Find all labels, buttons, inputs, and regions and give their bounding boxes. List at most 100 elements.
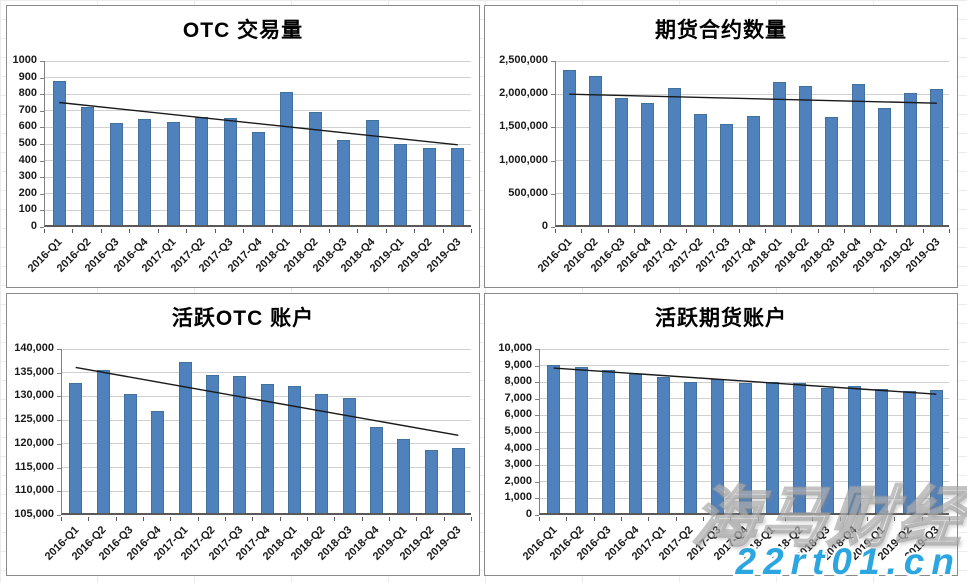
bar (847, 386, 861, 513)
y-axis-label: 600 (18, 120, 37, 133)
x-axis-tick (921, 517, 923, 521)
x-axis-tick (157, 229, 159, 233)
x-axis-tick (357, 229, 359, 233)
x-axis-tick (539, 517, 540, 521)
x-axis-tick (143, 517, 144, 521)
x-axis-tick (300, 229, 302, 233)
y-axis-tick (535, 498, 539, 500)
bar (96, 369, 110, 513)
bar (422, 147, 436, 225)
x-axis-tick (896, 229, 898, 233)
y-gridline (45, 60, 471, 62)
y-gridline (45, 77, 471, 79)
y-axis-label: 4,000 (504, 441, 532, 454)
bar (574, 366, 588, 513)
y-axis-label: 135,000 (14, 365, 54, 378)
y-axis-tick (535, 365, 539, 367)
y-axis-label: 1,500,000 (499, 120, 548, 133)
x-axis-tick (389, 517, 390, 521)
y-axis-label: 9,000 (504, 358, 532, 371)
y-axis-tick (40, 210, 44, 212)
bar (138, 118, 152, 225)
chart-title-otc-trading-volume: OTC 交易量 (182, 19, 304, 42)
x-axis-tick (129, 229, 131, 233)
x-axis-tick (252, 517, 254, 521)
y-axis-label: 2,500,000 (499, 54, 548, 66)
bar (738, 382, 752, 513)
y-axis-tick (535, 415, 539, 417)
x-axis-tick (443, 517, 445, 521)
bar (746, 116, 760, 225)
x-axis-tick (44, 229, 45, 233)
y-axis-label: 1,000,000 (499, 153, 548, 166)
y-axis-label: 500,000 (508, 186, 548, 199)
x-axis-tick (416, 517, 418, 521)
y-axis-tick (551, 61, 555, 62)
x-axis-tick (225, 517, 226, 521)
bar (451, 147, 465, 225)
bar (337, 140, 351, 225)
x-axis-tick (555, 229, 556, 233)
bar (772, 82, 786, 225)
x-axis-tick (328, 229, 330, 233)
chart-panel-futures-contracts: 期货合约数量 0 500,000 1,000,000 1,500,000 2,000,0… (484, 5, 958, 288)
x-axis-tick (839, 517, 841, 521)
x-axis-tick (648, 517, 650, 521)
x-axis-tick (385, 229, 387, 233)
y-axis-label: 0 (541, 220, 548, 232)
x-axis-tick (414, 229, 416, 233)
y-axis-label: 1000 (12, 54, 37, 66)
x-axis-tick (279, 517, 281, 521)
y-gridline (62, 348, 471, 350)
x-axis-tick (243, 229, 245, 233)
plot-area-futures-contracts (555, 60, 949, 227)
y-axis-label: 900 (18, 70, 37, 83)
y-axis-tick (57, 491, 61, 493)
y-axis-label: 2,000 (504, 474, 532, 487)
x-axis-tick (197, 517, 199, 521)
x-axis-tick (471, 517, 472, 521)
bar (877, 107, 891, 225)
x-axis-tick (621, 517, 622, 521)
x-axis-tick (307, 517, 308, 521)
y-axis-tick (535, 515, 539, 516)
bar (641, 102, 655, 225)
bar (287, 385, 301, 513)
x-axis-tick (791, 229, 793, 233)
bar (683, 381, 697, 513)
x-axis-tick (738, 229, 740, 233)
x-axis-tick (633, 229, 635, 233)
bar (223, 117, 237, 225)
bar (394, 143, 408, 225)
x-axis-tick (730, 517, 732, 521)
chart-title-active-otc-accounts: 活跃OTC 账户 (171, 307, 315, 330)
bar (588, 76, 602, 225)
y-axis-label: 140,000 (14, 342, 54, 354)
trend-line (75, 366, 459, 437)
x-axis-tick (812, 517, 814, 521)
bar (178, 362, 192, 513)
bar (656, 376, 670, 513)
bar (929, 390, 943, 513)
y-axis-tick (551, 160, 555, 162)
y-axis-tick (57, 467, 61, 469)
plot-area-active-otc-accounts (61, 348, 471, 515)
chart-panel-active-futures-accounts: 活跃期货账户 0 1,000 2,000 3,000 4,000 5,000 6,000 7,… (484, 293, 958, 576)
y-axis-label: 120,000 (14, 436, 54, 449)
y-axis-tick (40, 61, 44, 62)
x-axis-tick (88, 517, 90, 521)
x-axis-tick (115, 517, 117, 521)
bar (205, 374, 219, 513)
x-axis-tick (442, 229, 444, 233)
bar (904, 93, 918, 225)
y-axis-tick (40, 193, 44, 195)
x-axis-tick (186, 229, 188, 233)
y-axis-label: 130,000 (14, 389, 54, 402)
x-axis-tick (867, 517, 868, 521)
x-axis-tick (686, 229, 688, 233)
y-axis-tick (535, 481, 539, 483)
y-axis-tick (551, 127, 555, 129)
y-axis-tick (40, 144, 44, 145)
y-axis-tick (551, 94, 555, 96)
x-axis-tick (566, 517, 568, 521)
